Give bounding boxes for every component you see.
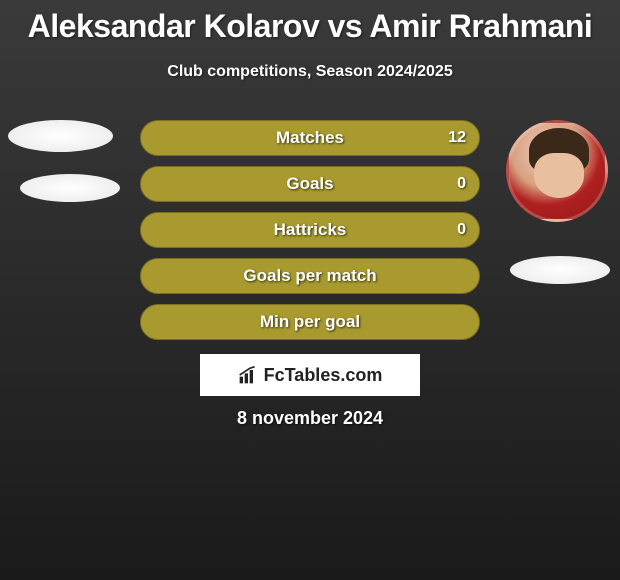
player-left-avatar-placeholder (8, 120, 113, 152)
stat-value-right: 0 (457, 221, 466, 239)
player-right-shadow (510, 256, 610, 284)
player-right-avatar (506, 120, 608, 222)
stat-label: Goals (140, 174, 480, 194)
stat-label: Hattricks (140, 220, 480, 240)
brand-box: FcTables.com (200, 354, 420, 396)
stat-row-matches: Matches 12 (140, 120, 480, 156)
stat-label: Min per goal (140, 312, 480, 332)
stat-value-right: 12 (448, 129, 466, 147)
stat-value-right: 0 (457, 175, 466, 193)
stat-label: Goals per match (140, 266, 480, 286)
brand-chart-icon (238, 365, 258, 385)
brand-text: FcTables.com (264, 365, 383, 386)
player-left-shadow (20, 174, 120, 202)
stat-row-hattricks: Hattricks 0 (140, 212, 480, 248)
stat-label: Matches (140, 128, 480, 148)
date-text: 8 november 2024 (0, 408, 620, 429)
subtitle: Club competitions, Season 2024/2025 (0, 63, 620, 81)
stats-bars: Matches 12 Goals 0 Hattricks 0 Goals per… (140, 120, 480, 350)
stat-row-goals-per-match: Goals per match (140, 258, 480, 294)
page-title: Aleksandar Kolarov vs Amir Rrahmani (0, 0, 620, 45)
stat-row-goals: Goals 0 (140, 166, 480, 202)
stat-row-min-per-goal: Min per goal (140, 304, 480, 340)
